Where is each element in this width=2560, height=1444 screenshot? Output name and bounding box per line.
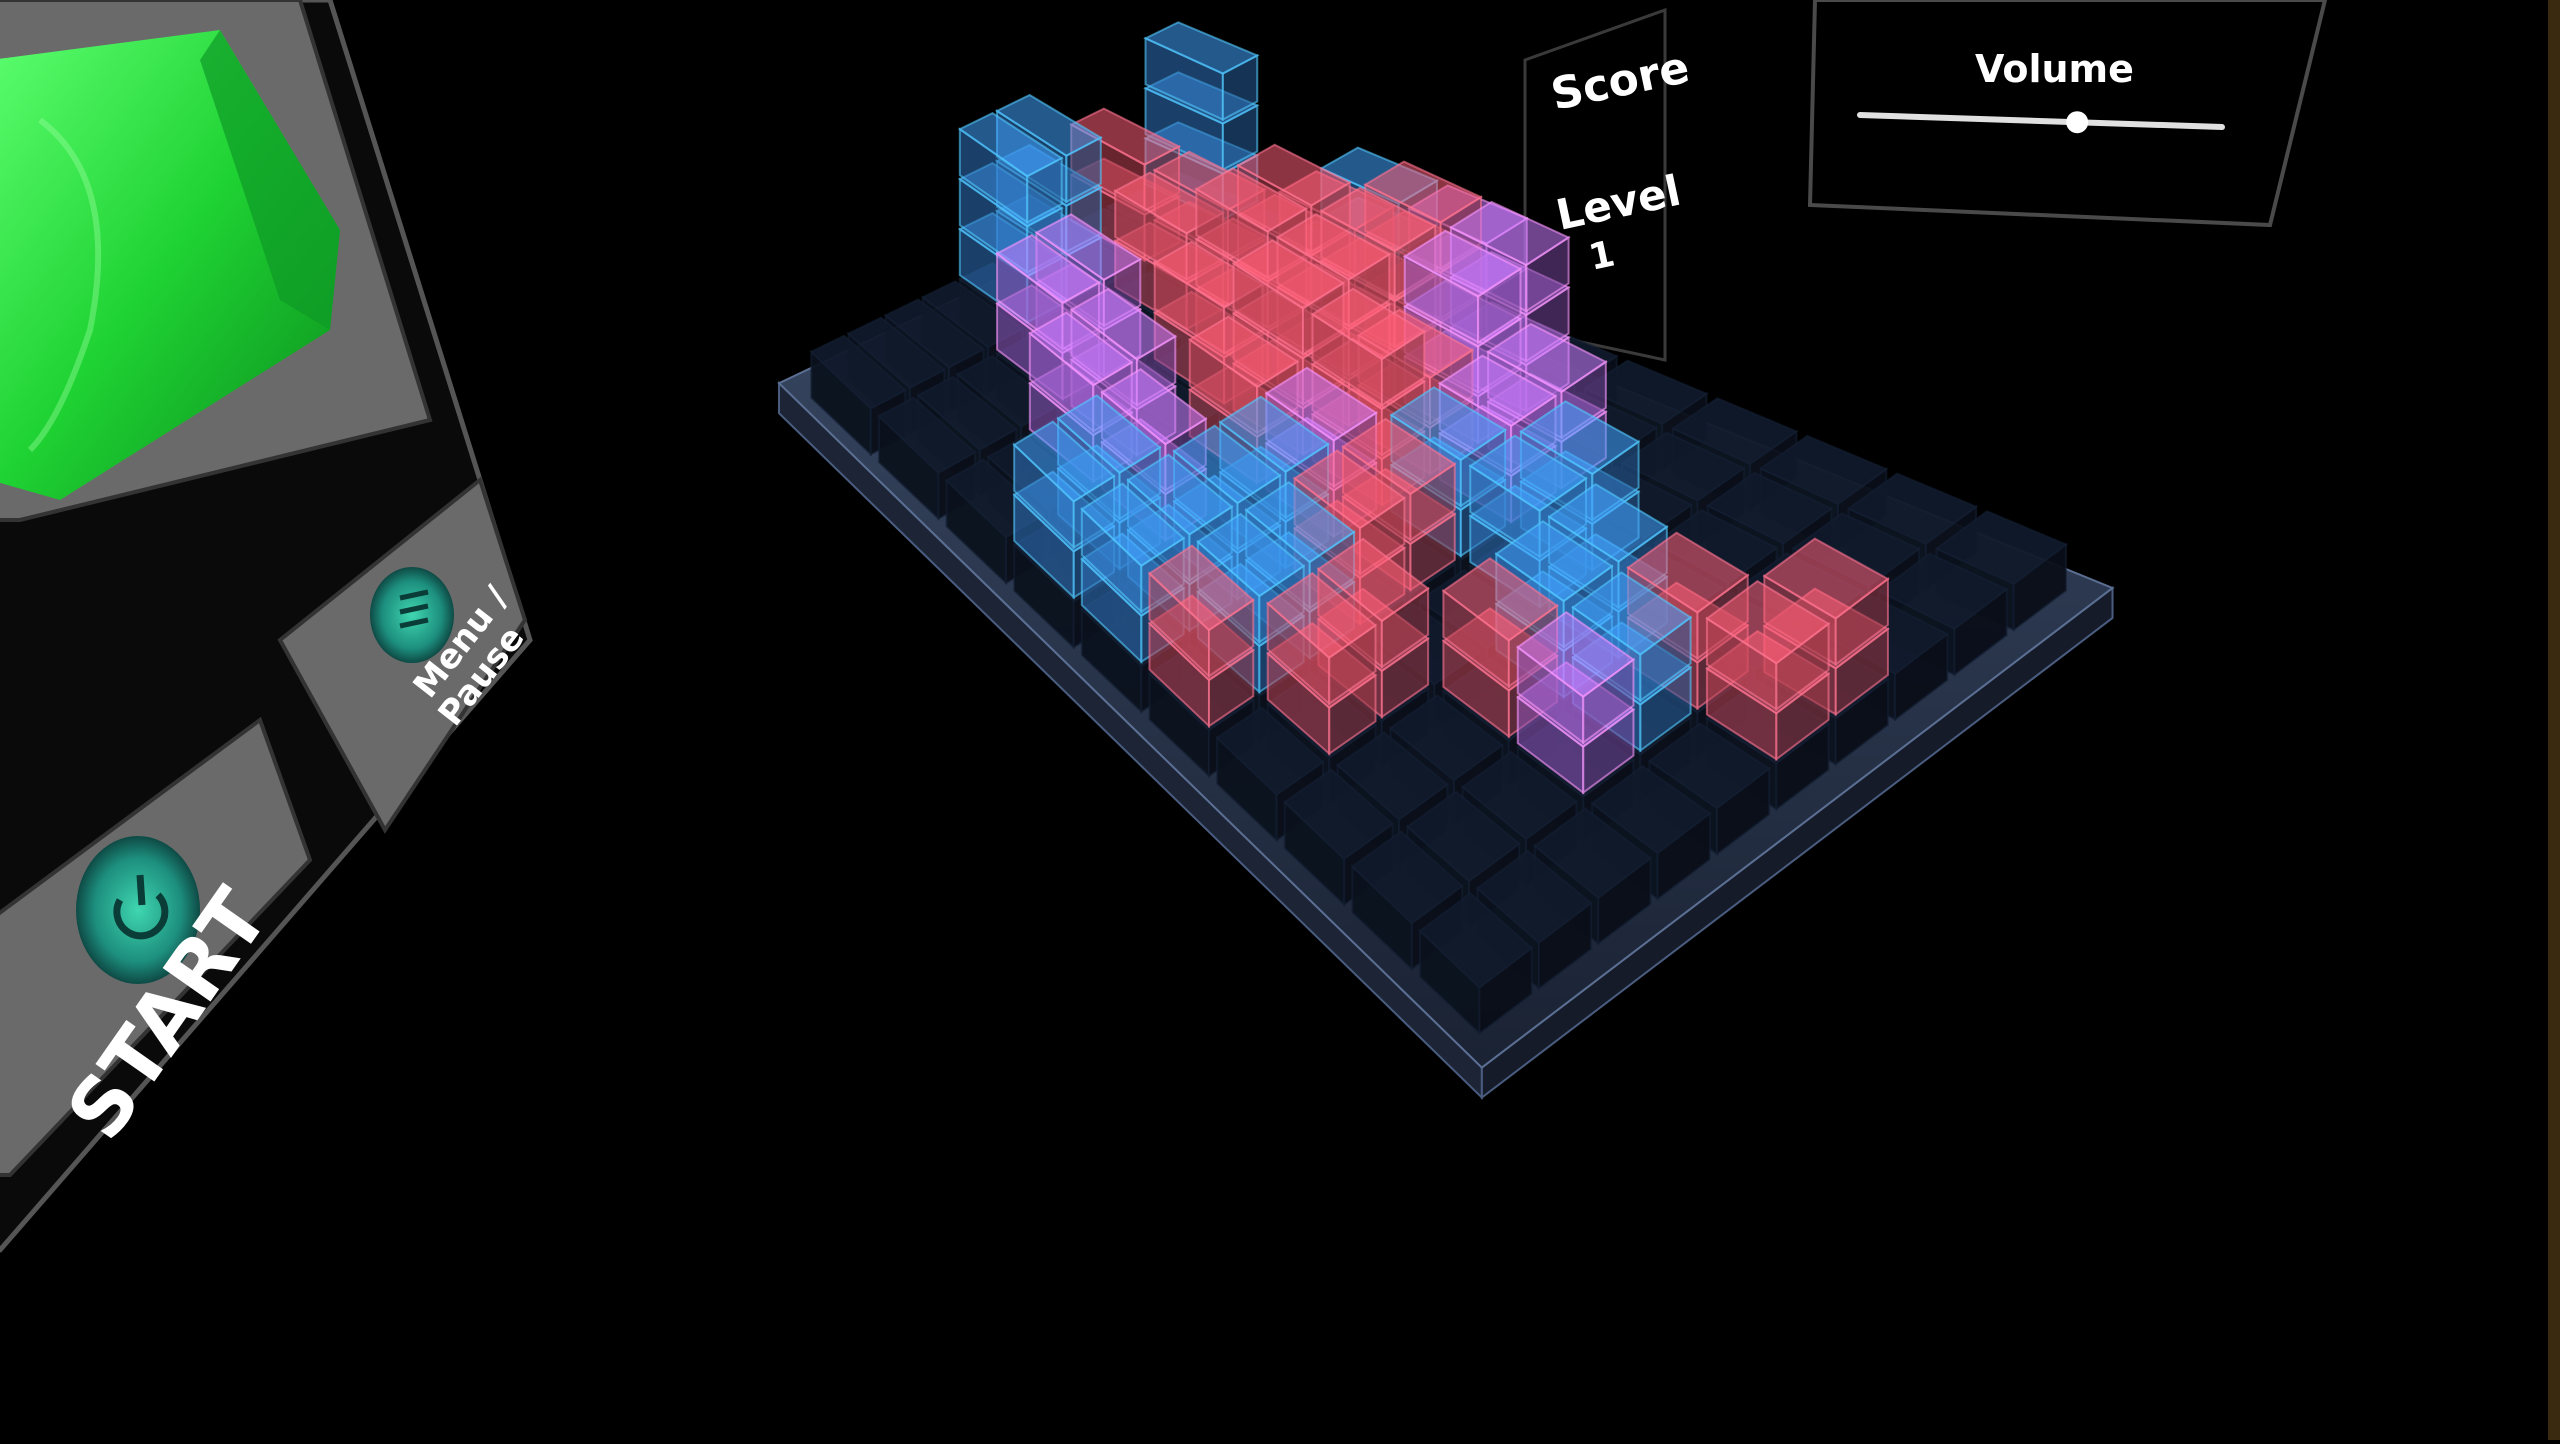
red-cube-face <box>1310 287 1427 361</box>
purple-cube <box>1402 229 1523 345</box>
board-cell-face <box>1533 807 1653 900</box>
board-cell-face <box>1418 892 1534 989</box>
board-cell-face <box>1877 552 2009 630</box>
board-cell-face <box>877 396 977 474</box>
red-cube-face <box>1147 544 1255 632</box>
red-cube <box>1310 287 1427 407</box>
board-cell-face <box>1405 790 1521 883</box>
blue-cube-face <box>1080 482 1186 568</box>
board-cell-face <box>1388 694 1504 782</box>
blue-cube-face <box>1244 481 1356 564</box>
red-cube-face <box>1187 315 1300 389</box>
red-cube <box>1266 571 1378 706</box>
red-cube-face <box>1341 417 1457 496</box>
red-cube-face <box>1762 537 1890 620</box>
red-cube <box>1147 544 1255 679</box>
red-cube-face <box>1292 449 1407 530</box>
purple-cube-face <box>1264 366 1378 442</box>
red-cube-face <box>1266 571 1378 659</box>
red-cube-face <box>1069 107 1182 166</box>
red-cube-face <box>1441 557 1559 642</box>
power-icon <box>76 836 200 984</box>
blue-cube-face <box>1547 483 1669 563</box>
purple-cube-face <box>1448 200 1571 267</box>
board-cell-face <box>846 316 947 390</box>
left-control-panel: Menu / Pause START <box>0 0 533 1253</box>
volume-slider-knob[interactable] <box>2066 111 2089 134</box>
purple-cube <box>1516 610 1636 745</box>
blue-cube-face <box>1143 21 1260 75</box>
purple-cube-face <box>1028 311 1134 387</box>
board-cell-face <box>1846 472 1979 546</box>
blue-cube <box>957 112 1064 225</box>
menu-pause-button[interactable]: Menu / Pause <box>277 476 533 834</box>
board-cell-face <box>1335 731 1450 821</box>
red-cube-face <box>1319 186 1438 253</box>
purple-cube-face <box>1402 229 1523 298</box>
board-cell-face <box>1934 510 2069 586</box>
red-cube-face <box>1705 579 1831 665</box>
next-piece-preview <box>0 30 340 500</box>
board-cell-face <box>1590 764 1712 855</box>
menu-list-icon <box>370 567 454 663</box>
blue-cube-face <box>1389 386 1507 462</box>
board-cell-face <box>1350 830 1464 925</box>
blue-cube-face <box>1571 571 1693 656</box>
game-board[interactable] <box>777 21 2115 1100</box>
blue-cube <box>1143 21 1260 122</box>
purple-cube-face <box>1516 610 1636 698</box>
volume-slider[interactable] <box>1857 111 2225 134</box>
blue-cube-face <box>1172 424 1282 505</box>
board-cell-face <box>1460 750 1579 841</box>
board-cell-face <box>1215 706 1325 796</box>
red-cube-face <box>1235 143 1352 207</box>
board-cell-face <box>1670 397 1799 465</box>
blue-cube <box>1080 482 1186 615</box>
red-cube-face <box>1363 160 1484 224</box>
blue-cube-face <box>994 93 1103 157</box>
purple-cube-face <box>1486 322 1608 393</box>
blue-cube-face <box>1126 453 1234 536</box>
purple-cube-face <box>1437 354 1558 428</box>
board-cell-face <box>1647 722 1771 810</box>
settings-panel: Volume <box>1807 0 2328 228</box>
board-cell-face <box>1705 471 1834 545</box>
purple-cube-face <box>1034 213 1143 281</box>
red-cube-face <box>1194 167 1309 233</box>
blue-cube-face <box>1218 395 1330 473</box>
board-cell-face <box>883 298 986 369</box>
red-cube-face <box>1231 239 1346 310</box>
blue-cube-face <box>957 112 1064 178</box>
red-cube-face <box>1275 212 1392 281</box>
blue-cube-face <box>1012 420 1116 503</box>
board-cell <box>1418 892 1534 1036</box>
edge-strip <box>2548 0 2560 1440</box>
purple-cube-face <box>1069 287 1178 361</box>
blue-cube-face <box>1519 400 1641 476</box>
blue-cube-face <box>1468 434 1588 512</box>
board-cell-face <box>1758 434 1889 505</box>
blue-cube-face <box>1494 520 1614 603</box>
blue-cube-face <box>1196 512 1306 598</box>
red-cube-face <box>1316 537 1430 623</box>
board-cell-face <box>1283 768 1395 861</box>
red-cube-face <box>1626 531 1750 614</box>
board-cell-face <box>1475 849 1593 944</box>
purple-cube-face <box>1100 367 1208 446</box>
board-cell-face <box>916 375 1018 451</box>
purple-cube-face <box>995 234 1101 305</box>
volume-label: Volume <box>1975 47 2134 91</box>
board-cell-face <box>809 334 907 410</box>
blue-cube-face <box>1056 394 1162 475</box>
red-cube <box>1705 579 1831 712</box>
